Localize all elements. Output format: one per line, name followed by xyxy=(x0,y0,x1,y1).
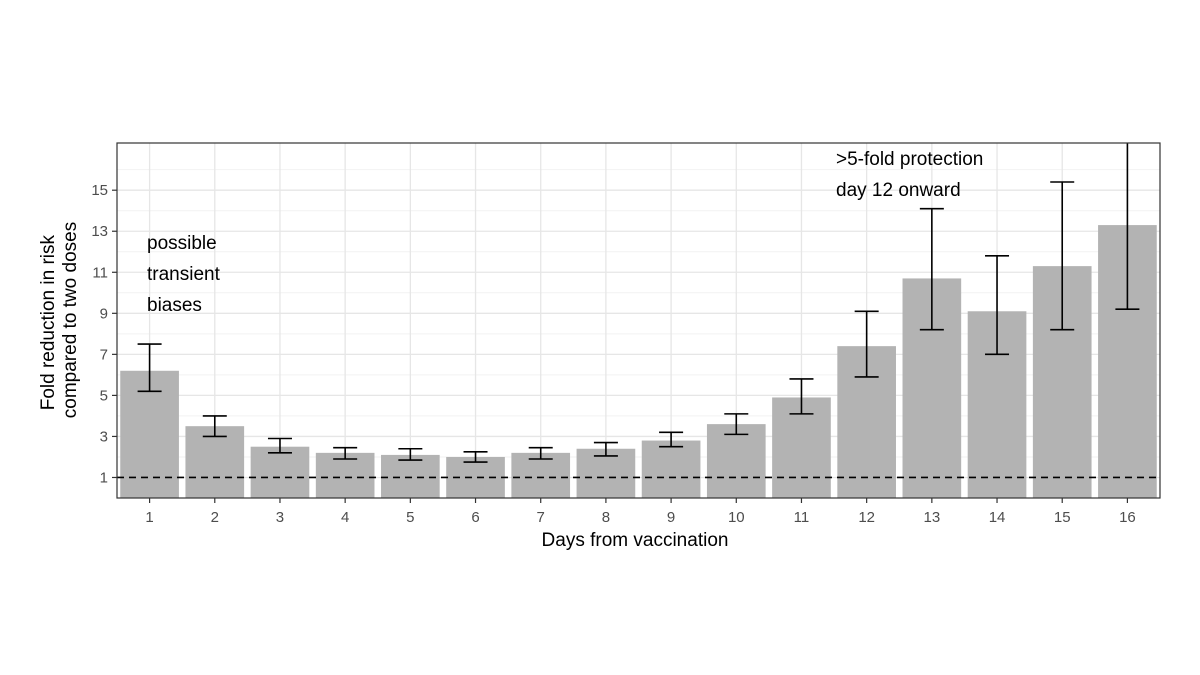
error-bar-day-1 xyxy=(137,343,162,393)
x-tick-label: 9 xyxy=(667,509,675,526)
x-tick-label: 7 xyxy=(537,509,545,526)
y-tick-label: 9 xyxy=(100,305,108,322)
x-tick-label: 2 xyxy=(211,509,219,526)
x-axis: 1 2 3 4 5 6 7 8 9 10 11 12 13 14 15 16 xyxy=(145,498,1136,526)
x-tick-label: 5 xyxy=(406,509,414,526)
x-tick-label: 8 xyxy=(602,509,610,526)
error-bar-day-14 xyxy=(985,255,1010,356)
x-tick-label: 10 xyxy=(728,509,745,526)
y-tick-label: 3 xyxy=(100,428,108,445)
y-tick-label: 13 xyxy=(91,223,108,240)
error-bar-day-13 xyxy=(919,207,944,331)
error-bar-day-10 xyxy=(724,413,749,436)
annotation-biases: possible transient biases xyxy=(147,233,225,316)
error-bar-day-8 xyxy=(593,441,618,457)
bar-day-8 xyxy=(576,448,636,498)
x-tick-label: 11 xyxy=(794,509,810,526)
x-tick-label: 13 xyxy=(924,509,941,526)
bar-day-5 xyxy=(381,454,440,498)
bar-day-10 xyxy=(706,424,766,498)
x-tick-label: 14 xyxy=(989,509,1006,526)
bar-day-7 xyxy=(511,452,571,498)
annotation-biases-line-3: biases xyxy=(147,295,202,316)
y-axis-title: Fold reduction in risk compared to two d… xyxy=(38,222,81,418)
y-axis-title-line-1: Fold reduction in risk xyxy=(38,234,59,410)
y-tick-label: 7 xyxy=(100,346,108,363)
y-axis-title-line-2: compared to two doses xyxy=(60,222,81,418)
error-bar-day-16 xyxy=(1115,143,1140,311)
error-bars xyxy=(137,143,1140,463)
x-tick-label: 16 xyxy=(1119,509,1136,526)
y-tick-label: 15 xyxy=(91,182,108,199)
error-bar-day-15 xyxy=(1050,181,1075,331)
x-tick-label: 6 xyxy=(471,509,479,526)
error-bar-day-11 xyxy=(789,378,814,415)
y-tick-label: 1 xyxy=(100,469,108,486)
error-bar-day-3 xyxy=(267,437,292,454)
x-tick-label: 1 xyxy=(145,509,153,526)
x-axis-title: Days from vaccination xyxy=(542,530,729,551)
bar-day-4 xyxy=(315,452,375,498)
y-tick-label: 11 xyxy=(92,264,108,281)
bar-day-9 xyxy=(641,440,701,498)
error-bar-day-2 xyxy=(202,415,227,438)
annotation-biases-line-2: transient xyxy=(147,264,221,285)
x-tick-label: 4 xyxy=(341,509,349,526)
error-bar-day-6 xyxy=(463,451,488,463)
annotation-biases-line-1: possible xyxy=(147,233,217,254)
error-bar-day-9 xyxy=(659,431,684,448)
error-bar-day-5 xyxy=(398,447,423,461)
annotation-protection-line-2: day 12 onward xyxy=(836,180,961,201)
y-tick-label: 5 xyxy=(100,387,108,404)
annotation-protection: >5-fold protection day 12 onward xyxy=(836,149,989,201)
error-bar-day-7 xyxy=(528,446,553,460)
bar-day-3 xyxy=(250,446,310,498)
x-tick-label: 15 xyxy=(1054,509,1071,526)
panel-border xyxy=(116,142,1161,499)
bar-day-2 xyxy=(185,426,245,498)
x-tick-label: 12 xyxy=(858,509,875,526)
x-tick-label: 3 xyxy=(276,509,284,526)
error-bar-day-12 xyxy=(854,310,879,378)
error-bar-day-4 xyxy=(333,446,358,460)
annotation-protection-line-1: >5-fold protection xyxy=(836,149,983,170)
